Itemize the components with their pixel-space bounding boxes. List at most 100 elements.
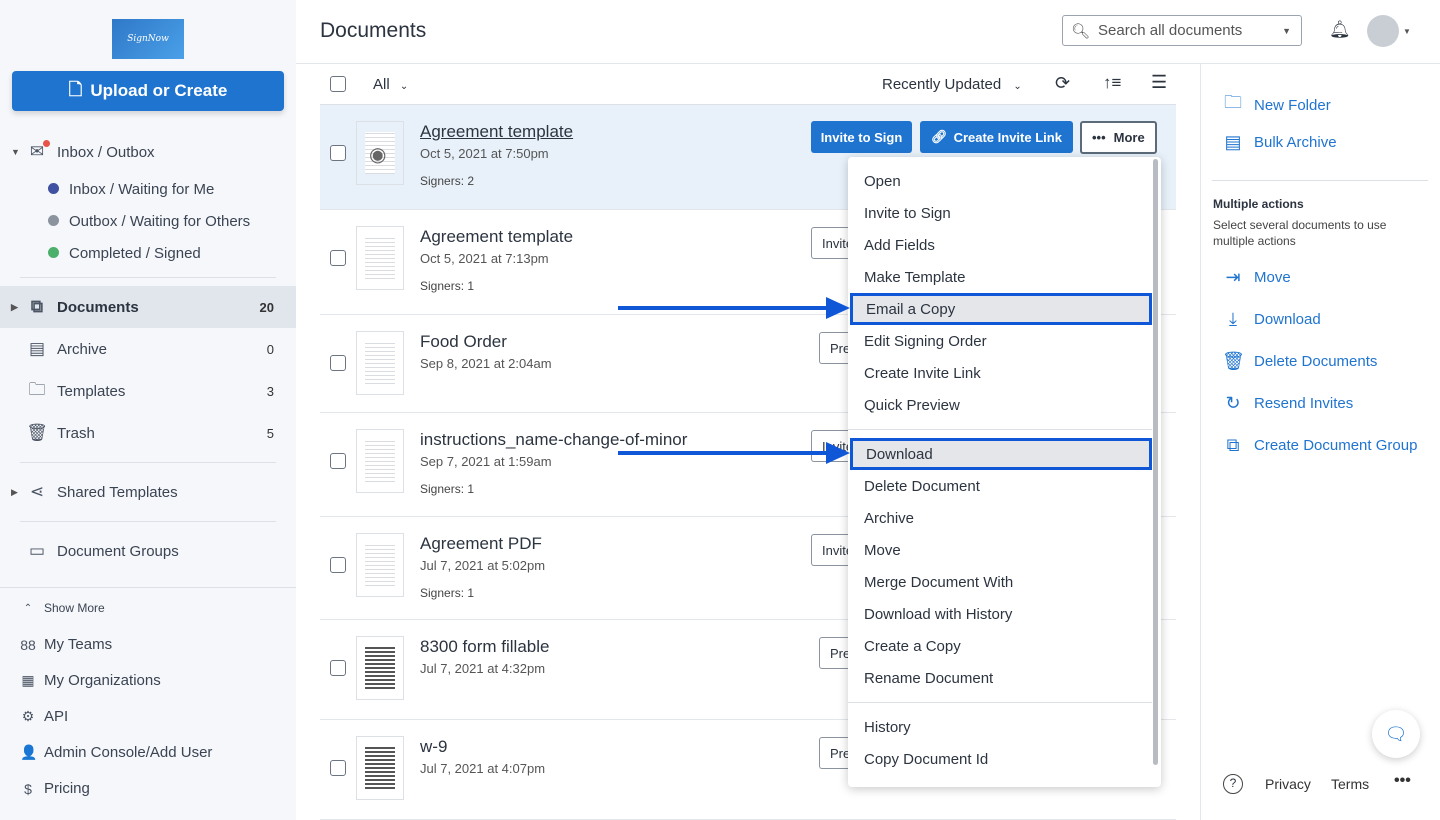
- sidebar-item-my-organizations[interactable]: ▦ My Organizations: [20, 672, 160, 689]
- document-title[interactable]: Agreement template: [420, 122, 574, 141]
- document-thumbnail[interactable]: [356, 636, 404, 700]
- menu-scrollbar[interactable]: [1153, 159, 1158, 765]
- create-invite-link-button[interactable]: 🔗︎ Create Invite Link: [920, 121, 1073, 153]
- menu-item[interactable]: Download with History: [864, 605, 1013, 623]
- new-folder-button[interactable]: 🗀 New Folder: [1222, 90, 1331, 120]
- more-button[interactable]: ••• More: [1080, 121, 1157, 154]
- row-checkbox[interactable]: [330, 145, 346, 161]
- menu-item[interactable]: Email a Copy: [850, 293, 1152, 325]
- document-row[interactable]: Agreement template Oct 5, 2021 at 7:13pm…: [320, 210, 1176, 315]
- menu-item[interactable]: Archive: [864, 509, 915, 527]
- sidebar-item-shared-templates[interactable]: ▶ ⋖ Shared Templates: [0, 481, 296, 503]
- menu-item[interactable]: Move: [864, 541, 901, 559]
- sort-dropdown[interactable]: Recently Updated ⌄: [882, 76, 1022, 93]
- preview-button[interactable]: Preview: [819, 737, 848, 769]
- view-toggle-icon[interactable]: ☰: [1151, 72, 1168, 92]
- menu-item[interactable]: Delete Document: [864, 477, 980, 495]
- move-button[interactable]: ⇥ Move: [1222, 267, 1290, 288]
- sidebar-item-pricing[interactable]: $ Pricing: [20, 780, 90, 797]
- caret-down-icon[interactable]: ▼: [11, 147, 20, 157]
- sidebar-item-documents[interactable]: ▶ ⧉ Documents 20: [0, 286, 296, 328]
- invite-to-sign-button[interactable]: Invite to Sign: [811, 121, 912, 153]
- help-icon[interactable]: ?: [1223, 774, 1243, 794]
- upload-or-create-button[interactable]: 🗋 Upload or Create: [12, 71, 284, 111]
- menu-item[interactable]: Open: [864, 172, 901, 190]
- menu-item[interactable]: Invite to Sign: [864, 204, 951, 222]
- eye-icon[interactable]: ◉: [369, 144, 387, 166]
- sidebar-item-admin-console[interactable]: 👤 Admin Console/Add User: [20, 744, 212, 761]
- terms-link[interactable]: Terms: [1331, 776, 1370, 792]
- bulk-archive-button[interactable]: ▤ Bulk Archive: [1222, 132, 1336, 153]
- row-checkbox[interactable]: [330, 660, 346, 676]
- resend-invites-button[interactable]: ↻ Resend Invites: [1222, 393, 1353, 414]
- document-thumbnail[interactable]: ◉: [356, 121, 404, 185]
- document-row[interactable]: instructions_name-change-of-minor Sep 7,…: [320, 413, 1176, 517]
- invite-to-sign-button[interactable]: Invite to Sign: [811, 227, 848, 259]
- signnow-logo[interactable]: SignNow: [112, 19, 184, 59]
- refresh-icon[interactable]: ⟳: [1055, 73, 1071, 93]
- document-row[interactable]: Agreement PDF Jul 7, 2021 at 5:02pm Sign…: [320, 517, 1176, 620]
- row-checkbox[interactable]: [330, 760, 346, 776]
- document-thumbnail[interactable]: [356, 226, 404, 290]
- caret-down-icon[interactable]: ▼: [1403, 27, 1411, 36]
- sidebar-item-inbox-waiting[interactable]: Inbox / Waiting for Me: [0, 179, 296, 199]
- select-all-checkbox[interactable]: [330, 76, 346, 92]
- delete-documents-button[interactable]: 🗑 Delete Documents: [1222, 351, 1377, 372]
- menu-item[interactable]: History: [864, 718, 911, 736]
- document-title[interactable]: Food Order: [420, 332, 507, 351]
- document-title[interactable]: w-9: [420, 737, 448, 756]
- preview-button[interactable]: Preview: [819, 332, 848, 364]
- menu-item[interactable]: Make Template: [864, 268, 966, 286]
- sidebar-item-templates[interactable]: 🗀 Templates 3: [0, 380, 296, 402]
- menu-item[interactable]: Copy Document Id: [864, 750, 989, 768]
- sidebar-item-document-groups[interactable]: ▭ Document Groups: [0, 540, 296, 562]
- label: Inbox / Outbox: [57, 143, 155, 161]
- sidebar-item-archive[interactable]: ▤ Archive 0: [0, 338, 296, 360]
- caret-right-icon[interactable]: ▶: [11, 486, 18, 497]
- menu-item[interactable]: Merge Document With: [864, 573, 1014, 591]
- bell-icon[interactable]: 🔔︎: [1329, 20, 1351, 39]
- sidebar-item-inbox-outbox[interactable]: ▼ ✉ Inbox / Outbox: [0, 140, 296, 162]
- menu-item[interactable]: Add Fields: [864, 236, 935, 254]
- row-checkbox[interactable]: [330, 557, 346, 573]
- sort-order-icon[interactable]: ↑≡: [1103, 73, 1122, 92]
- document-title[interactable]: Agreement template: [420, 227, 574, 246]
- sidebar-item-api[interactable]: ⚙ API: [20, 708, 68, 725]
- privacy-link[interactable]: Privacy: [1265, 776, 1311, 792]
- menu-item[interactable]: Rename Document: [864, 669, 994, 687]
- preview-button[interactable]: Preview: [819, 637, 848, 669]
- download-button[interactable]: ⤓ Download: [1222, 309, 1321, 330]
- search-input[interactable]: 🔍︎ Search all documents ▼: [1062, 15, 1302, 46]
- chat-icon[interactable]: 🗨︎: [1372, 710, 1420, 758]
- document-row[interactable]: Food Order Sep 8, 2021 at 2:04am Preview: [320, 315, 1176, 413]
- document-row[interactable]: 8300 form fillable Jul 7, 2021 at 4:32pm…: [320, 620, 1176, 720]
- sidebar-item-trash[interactable]: 🗑 Trash 5: [0, 422, 296, 444]
- menu-item[interactable]: Download: [850, 438, 1152, 470]
- caret-down-icon[interactable]: ▼: [1282, 25, 1291, 36]
- menu-item[interactable]: Edit Signing Order: [864, 332, 987, 350]
- row-checkbox[interactable]: [330, 453, 346, 469]
- sidebar-item-my-teams[interactable]: 88 My Teams: [20, 636, 112, 653]
- document-title[interactable]: 8300 form fillable: [420, 637, 550, 656]
- more-dots-icon[interactable]: •••: [1394, 772, 1411, 789]
- create-document-group-button[interactable]: ⧉ Create Document Group: [1222, 435, 1418, 456]
- menu-item[interactable]: Create a Copy: [864, 637, 961, 655]
- caret-right-icon[interactable]: ▶: [11, 301, 18, 312]
- filter-dropdown[interactable]: All ⌄: [373, 76, 408, 93]
- invite-to-sign-button[interactable]: Invite to Sign: [811, 534, 848, 566]
- row-checkbox[interactable]: [330, 355, 346, 371]
- document-title[interactable]: instructions_name-change-of-minor: [420, 430, 688, 449]
- document-thumbnail[interactable]: [356, 736, 404, 800]
- document-title[interactable]: Agreement PDF: [420, 534, 542, 553]
- menu-item[interactable]: Create Invite Link: [864, 364, 981, 382]
- avatar[interactable]: [1367, 15, 1399, 47]
- document-row[interactable]: w-9 Jul 7, 2021 at 4:07pm Preview: [320, 720, 1176, 820]
- row-checkbox[interactable]: [330, 250, 346, 266]
- menu-item[interactable]: Quick Preview: [864, 396, 960, 414]
- sidebar-item-outbox-waiting[interactable]: Outbox / Waiting for Others: [0, 211, 296, 231]
- sidebar-item-completed[interactable]: Completed / Signed: [0, 243, 296, 263]
- document-thumbnail[interactable]: [356, 533, 404, 597]
- document-thumbnail[interactable]: [356, 429, 404, 493]
- show-more-button[interactable]: ⌃ Show More: [20, 601, 105, 615]
- document-thumbnail[interactable]: [356, 331, 404, 395]
